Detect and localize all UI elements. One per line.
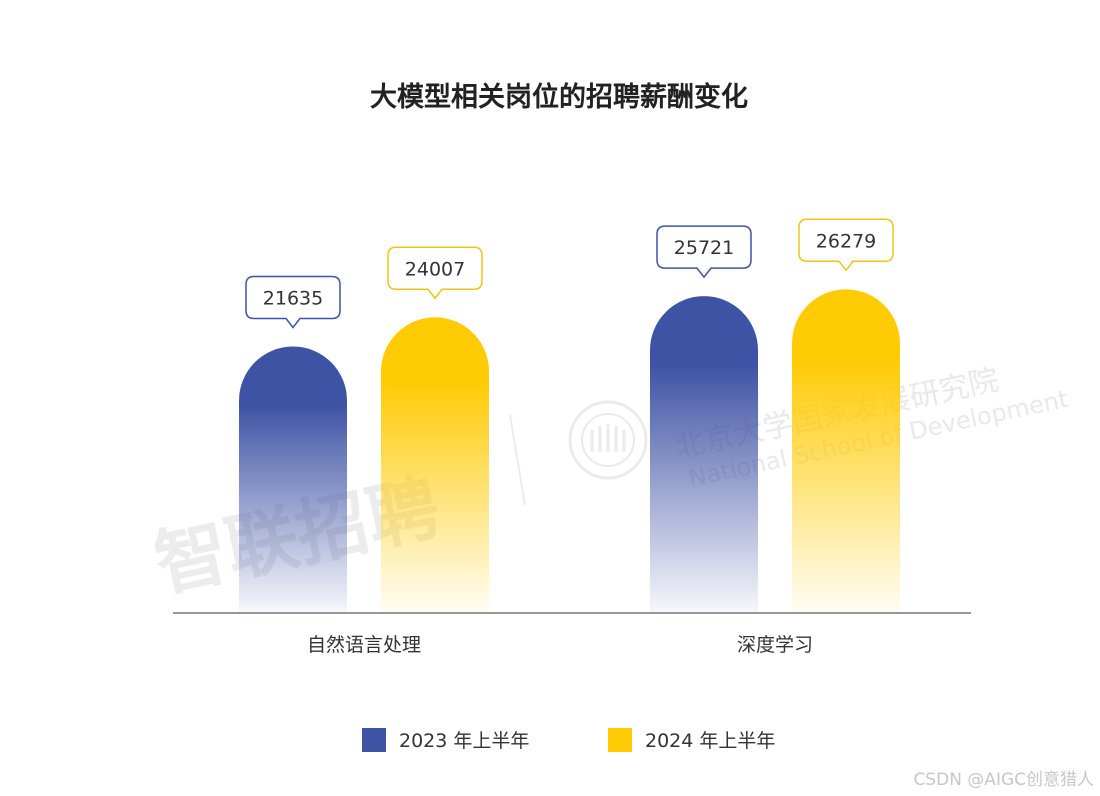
bar-2024-cat0	[381, 317, 489, 613]
category-label-nlp: 自然语言处理	[307, 634, 421, 656]
callout-bubble-2024-cat0	[387, 246, 483, 300]
bar-2023-cat0	[239, 346, 347, 613]
callout-bubble-2023-cat1	[656, 225, 752, 279]
legend-swatch-2024	[608, 728, 632, 752]
value-label-2024-cat0: 24007	[405, 258, 465, 280]
value-callouts: 21635 24007 25721 26279	[245, 218, 894, 329]
value-label-2023-cat0: 21635	[263, 287, 323, 309]
bar-2024-cat1	[792, 289, 900, 613]
watermark-divider	[509, 414, 526, 506]
legend-swatch-2023	[362, 728, 386, 752]
value-label-2024-cat1: 26279	[816, 230, 876, 252]
credit-watermark: CSDN @AIGC创意猎人	[913, 770, 1094, 790]
callout-bubble-2024-cat1	[798, 218, 894, 272]
category-label-deep-learning: 深度学习	[737, 634, 813, 656]
value-label-2023-cat1: 25721	[674, 237, 734, 259]
legend-label-2023: 2023 年上半年	[399, 730, 529, 752]
chart-title: 大模型相关岗位的招聘薪酬变化	[370, 81, 748, 113]
legend: 2023 年上半年 2024 年上半年	[362, 728, 775, 752]
legend-label-2024: 2024 年上半年	[645, 730, 775, 752]
bars-group	[239, 289, 900, 613]
watermark-seal	[568, 400, 648, 480]
bar-2023-cat1	[650, 296, 758, 613]
callout-bubble-2023-cat0	[245, 275, 341, 329]
